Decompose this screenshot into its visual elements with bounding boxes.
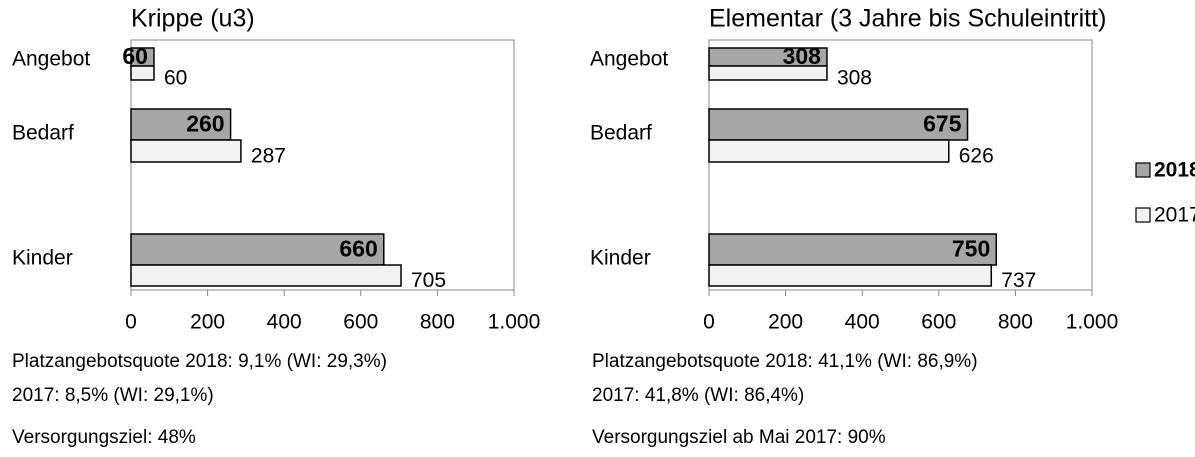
value-label: 308	[783, 43, 822, 69]
note: Versorgungsziel ab Mai 2017: 90%	[592, 427, 886, 448]
x-tick-label: 400	[267, 311, 302, 334]
note: 2017: 41,8% (WI: 86,4%)	[592, 385, 804, 406]
value-label: 260	[186, 111, 224, 137]
bar	[708, 65, 828, 81]
note: Platzangebotsquote 2018: 41,1% (WI: 86,9…	[592, 351, 978, 372]
x-tick-label: 1.000	[488, 311, 541, 334]
bar	[708, 264, 993, 287]
value-label: 60	[122, 43, 148, 69]
value-label: 60	[164, 67, 187, 90]
chart-title: Elementar (3 Jahre bis Schuleintritt)	[709, 5, 1106, 33]
category-label: Kinder	[12, 247, 73, 270]
value-label: 705	[411, 269, 446, 292]
value-label: 287	[251, 145, 286, 168]
value-label: 675	[923, 111, 962, 137]
x-tick-label: 600	[921, 311, 956, 334]
x-tick-label: 400	[845, 311, 880, 334]
x-tick-label: 1.000	[1066, 311, 1119, 334]
x-tick-label: 0	[703, 311, 715, 334]
bar	[130, 108, 232, 141]
category-label: Angebot	[12, 48, 90, 71]
x-tick-label: 800	[420, 311, 455, 334]
note: Versorgungsziel: 48%	[12, 427, 196, 448]
note: Platzangebotsquote 2018: 9,1% (WI: 29,3%…	[12, 351, 387, 372]
value-label: 660	[339, 236, 377, 262]
value-label: 737	[1001, 269, 1036, 292]
category-label: Bedarf	[12, 122, 74, 145]
x-tick-label: 600	[343, 311, 378, 334]
legend-swatch	[1135, 162, 1151, 178]
x-tick-label: 200	[768, 311, 803, 334]
value-label: 626	[959, 145, 994, 168]
bar	[130, 139, 242, 163]
category-label: Kinder	[590, 247, 651, 270]
bar	[708, 139, 950, 163]
x-tick-label: 0	[125, 311, 137, 334]
bar	[130, 233, 385, 266]
bar	[130, 264, 402, 287]
plot-frame	[130, 39, 515, 291]
category-label: Bedarf	[590, 122, 652, 145]
legend-swatch	[1135, 207, 1151, 223]
legend-label: 2017	[1154, 204, 1195, 227]
value-label: 750	[952, 236, 990, 262]
note: 2017: 8,5% (WI: 29,1%)	[12, 385, 214, 406]
x-tick-label: 200	[190, 311, 225, 334]
bar	[130, 65, 155, 81]
legend-label: 2018	[1154, 159, 1195, 182]
category-label: Angebot	[590, 48, 668, 71]
x-tick-label: 800	[998, 311, 1033, 334]
plot-frame	[708, 39, 1093, 291]
value-label: 308	[837, 67, 872, 90]
chart-title: Krippe (u3)	[131, 5, 255, 33]
